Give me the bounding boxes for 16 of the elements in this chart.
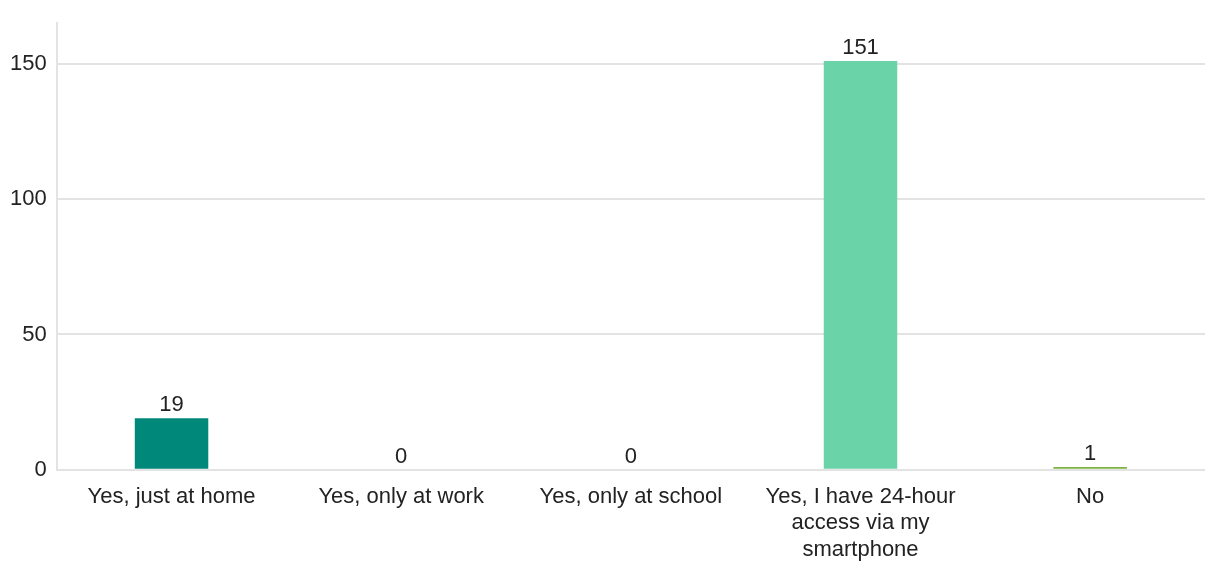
data-label: 0 bbox=[395, 442, 408, 468]
data-label: 0 bbox=[624, 442, 637, 468]
y-tick-label: 0 bbox=[34, 455, 47, 481]
data-label: 1 bbox=[1084, 440, 1097, 466]
data-label: 151 bbox=[842, 34, 879, 60]
bar bbox=[134, 418, 209, 469]
x-tick-label: Yes, only at school bbox=[539, 483, 723, 509]
x-tick-label: Yes, only at work bbox=[318, 483, 485, 509]
x-tick-label: Yes, I have 24-hour access via my smartphone bbox=[765, 483, 956, 561]
bar bbox=[823, 61, 898, 469]
y-tick-label: 100 bbox=[9, 185, 47, 211]
data-label: 19 bbox=[159, 391, 184, 417]
x-tick-label: No bbox=[1076, 483, 1105, 509]
y-tick-label: 50 bbox=[22, 320, 47, 346]
x-tick-label: Yes, just at home bbox=[87, 483, 256, 509]
y-tick-label: 150 bbox=[9, 49, 47, 75]
